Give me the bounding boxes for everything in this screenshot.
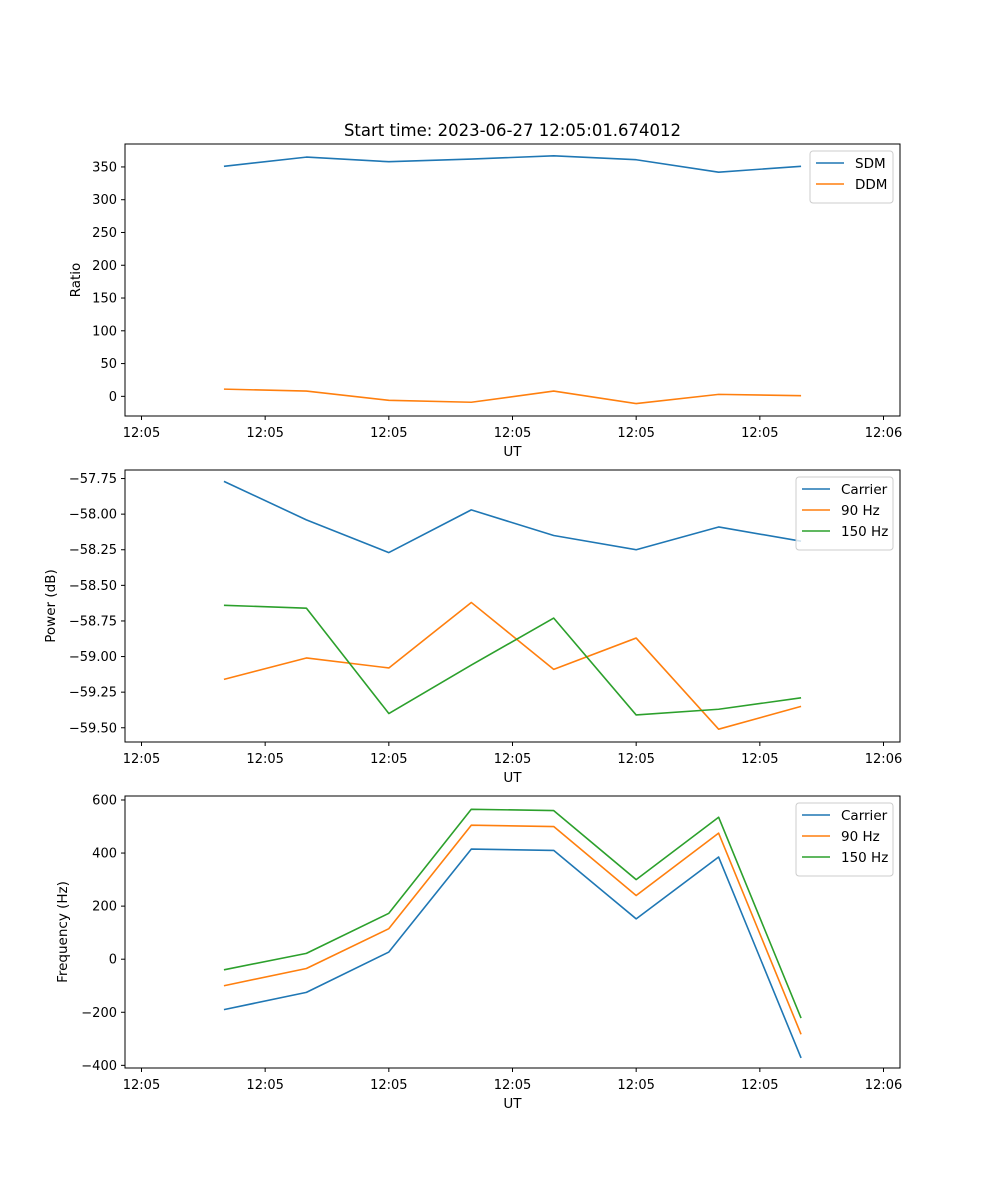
legend: Carrier 90 Hz 150 Hz: [795, 476, 894, 551]
x-tick-label: 12:05: [494, 752, 531, 767]
x-axis-label: UT: [503, 770, 522, 786]
legend-label: 90 Hz: [841, 829, 880, 845]
series-line-carrier: [223, 480, 802, 554]
x-tick-label: 12:05: [617, 426, 654, 441]
y-tick-label: −58.75: [69, 614, 117, 629]
series-line-carrier: [223, 848, 802, 1059]
y-tick-label: −400: [81, 1059, 117, 1074]
y-tick-label: 0: [109, 953, 117, 968]
y-tick-label: 150: [92, 292, 117, 307]
x-tick-label: 12:05: [494, 426, 531, 441]
x-tick-label: 12:05: [741, 752, 778, 767]
y-tick-label: 300: [92, 193, 117, 208]
x-tick-label: 12:05: [246, 1078, 283, 1093]
y-tick-label: 100: [92, 324, 117, 339]
series-line-ddm: [223, 388, 802, 405]
y-tick-label: −58.50: [69, 579, 117, 594]
subplot-3: 12:05 12:05 12:05 12:05 12:05 12:05 12:06 −400 −…: [55, 793, 902, 1112]
x-tick-label: 12:05: [494, 1078, 531, 1093]
legend-label: 90 Hz: [841, 503, 880, 519]
x-tick-label: 12:05: [741, 1078, 778, 1093]
x-tick-label: 12:05: [741, 426, 778, 441]
series-line-150-hz: [223, 808, 802, 1019]
x-tick-label: 12:05: [123, 1078, 160, 1093]
series-line-90-hz: [223, 601, 802, 730]
x-tick-label: 12:05: [370, 752, 407, 767]
y-tick-label: 200: [92, 259, 117, 274]
x-tick-label: 12:05: [617, 1078, 654, 1093]
y-tick-label: 250: [92, 226, 117, 241]
legend-label: Carrier: [841, 808, 888, 824]
legend-label: SDM: [855, 156, 886, 172]
x-axis-label: UT: [503, 1096, 522, 1112]
y-tick-label: 350: [92, 160, 117, 175]
x-tick-label: 12:06: [865, 1078, 902, 1093]
legend: Carrier 90 Hz 150 Hz: [795, 802, 894, 877]
y-axis-label: Power (dB): [43, 569, 59, 642]
x-tick-label: 12:05: [246, 752, 283, 767]
x-tick-label: 12:06: [865, 752, 902, 767]
y-axis-label: Ratio: [68, 263, 84, 298]
axes-frame: [124, 795, 901, 1069]
legend-label: 150 Hz: [841, 850, 888, 866]
legend-label: DDM: [855, 177, 887, 193]
x-tick-label: 12:05: [370, 1078, 407, 1093]
y-tick-label: 600: [92, 793, 117, 808]
y-tick-label: −58.25: [69, 543, 117, 558]
legend-label: Carrier: [841, 482, 888, 498]
legend-label: 150 Hz: [841, 524, 888, 540]
x-axis-label: UT: [503, 444, 522, 460]
y-tick-label: −57.75: [69, 472, 117, 487]
y-tick-label: −200: [81, 1006, 117, 1021]
legend-box: [809, 150, 894, 204]
axes-frame: [124, 143, 901, 417]
subplot-2: 12:05 12:05 12:05 12:05 12:05 12:05 12:06 −59.5…: [43, 469, 902, 786]
figure-title: Start time: 2023-06-27 12:05:01.674012: [344, 121, 681, 140]
x-tick-label: 12:05: [370, 426, 407, 441]
y-tick-label: −59.00: [69, 650, 117, 665]
x-tick-label: 12:05: [123, 426, 160, 441]
x-tick-label: 12:05: [123, 752, 160, 767]
series-line-sdm: [223, 155, 802, 173]
y-tick-label: 200: [92, 900, 117, 915]
y-tick-label: −58.00: [69, 508, 117, 523]
y-axis-label: Frequency (Hz): [55, 881, 71, 983]
y-tick-label: 50: [100, 357, 117, 372]
axes-frame: [124, 469, 901, 743]
y-tick-label: −59.50: [69, 721, 117, 736]
y-tick-label: −59.25: [69, 686, 117, 701]
x-tick-label: 12:05: [617, 752, 654, 767]
y-tick-label: 0: [109, 390, 117, 405]
legend: SDM DDM: [809, 150, 894, 204]
series-line-150-hz: [223, 604, 802, 716]
subplots: 12:05 12:05 12:05 12:05 12:05 12:05 12:06 0 50 10…: [43, 143, 902, 1112]
x-tick-label: 12:06: [865, 426, 902, 441]
series-line-90-hz: [223, 824, 802, 1035]
subplot-1: 12:05 12:05 12:05 12:05 12:05 12:05 12:06 0 50 10…: [68, 143, 902, 460]
x-tick-label: 12:05: [246, 426, 283, 441]
y-tick-label: 400: [92, 847, 117, 862]
